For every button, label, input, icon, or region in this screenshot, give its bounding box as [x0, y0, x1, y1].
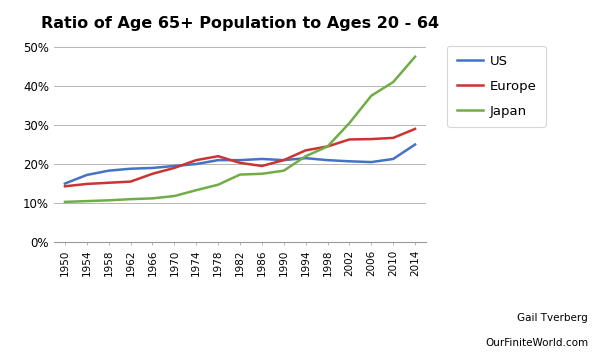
Europe	[83, 182, 91, 186]
Title: Ratio of Age 65+ Population to Ages 20 - 64: Ratio of Age 65+ Population to Ages 20 -…	[41, 16, 439, 31]
Japan	[149, 196, 156, 200]
Japan	[302, 154, 309, 158]
Japan	[61, 200, 68, 204]
Japan	[368, 94, 375, 98]
Japan	[215, 183, 222, 187]
US	[127, 167, 134, 171]
Europe	[368, 137, 375, 141]
US	[215, 158, 222, 162]
US	[280, 158, 287, 162]
US	[346, 159, 353, 163]
Japan	[412, 54, 419, 59]
US	[324, 158, 331, 162]
US	[236, 158, 244, 162]
Europe	[61, 184, 68, 188]
Europe	[302, 148, 309, 152]
US	[368, 160, 375, 164]
US	[171, 164, 178, 168]
Text: OurFiniteWorld.com: OurFiniteWorld.com	[485, 338, 588, 348]
US	[149, 166, 156, 170]
Europe	[389, 136, 397, 140]
Europe	[105, 180, 112, 185]
Europe	[236, 161, 244, 165]
Japan	[105, 198, 112, 203]
US	[61, 182, 68, 186]
US	[389, 157, 397, 161]
Europe	[412, 127, 419, 131]
Europe	[324, 144, 331, 148]
Europe	[280, 158, 287, 162]
Japan	[389, 80, 397, 84]
Japan	[171, 194, 178, 198]
Japan	[258, 172, 265, 176]
Europe	[149, 172, 156, 176]
Europe	[193, 158, 200, 162]
Japan	[324, 144, 331, 148]
Europe	[258, 164, 265, 168]
Japan	[127, 197, 134, 201]
US	[258, 157, 265, 161]
Europe	[346, 137, 353, 142]
Japan	[280, 168, 287, 173]
Line: Europe: Europe	[65, 129, 415, 186]
Line: Japan: Japan	[65, 57, 415, 202]
Japan	[346, 121, 353, 125]
Legend: US, Europe, Japan: US, Europe, Japan	[448, 46, 546, 127]
US	[83, 173, 91, 177]
Japan	[193, 188, 200, 192]
US	[193, 162, 200, 166]
US	[105, 168, 112, 173]
US	[412, 142, 419, 147]
Europe	[215, 154, 222, 158]
Europe	[127, 179, 134, 184]
Line: US: US	[65, 145, 415, 184]
Japan	[83, 199, 91, 203]
Text: Gail Tverberg: Gail Tverberg	[517, 313, 588, 323]
Europe	[171, 166, 178, 170]
Japan	[236, 172, 244, 177]
US	[302, 156, 309, 160]
